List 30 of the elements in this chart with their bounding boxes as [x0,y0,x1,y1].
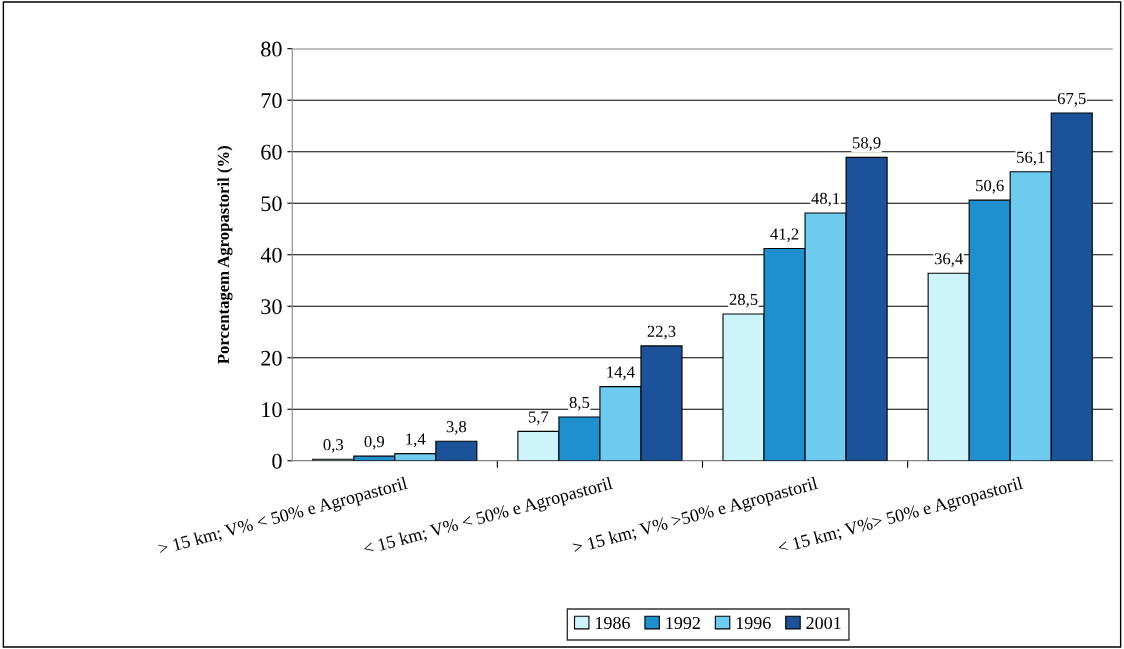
legend-label: 2001 [806,616,841,630]
data-label: 22,3 [647,325,676,340]
data-label: 3,8 [446,421,467,435]
y-tick-label: 0 [272,453,282,469]
y-tick-label: 70 [261,93,282,109]
y-tick-label: 40 [260,247,282,263]
y-tick-label: 60 [261,144,282,160]
data-label: 28,5 [729,293,758,308]
data-label: 50,6 [976,179,1004,194]
data-label: 14,4 [607,366,635,381]
legend-label: 1992 [666,616,700,630]
y-tick-label: 80 [261,41,282,57]
y-tick-label: 20 [261,350,282,366]
data-label: 5,7 [528,411,549,425]
data-label: 41,2 [770,228,799,243]
y-axis-title: Porcentagem Agropastoril (%) [217,146,233,364]
data-label: 1,4 [406,433,426,448]
data-label: 36,4 [934,253,963,267]
y-tick-label: 10 [262,402,282,418]
data-label: 8,5 [569,396,590,411]
legend-label: 1986 [595,616,630,630]
data-label: 48,1 [811,192,840,207]
data-label: 56,1 [1017,151,1045,166]
data-label: 0,9 [364,435,385,450]
data-label: 0,3 [323,439,344,453]
legend-label: 1996 [736,616,771,630]
data-label: 67,5 [1057,92,1086,107]
data-label: 58,9 [852,137,881,151]
y-tick-label: 50 [261,196,282,212]
y-tick-label: 30 [261,299,282,315]
